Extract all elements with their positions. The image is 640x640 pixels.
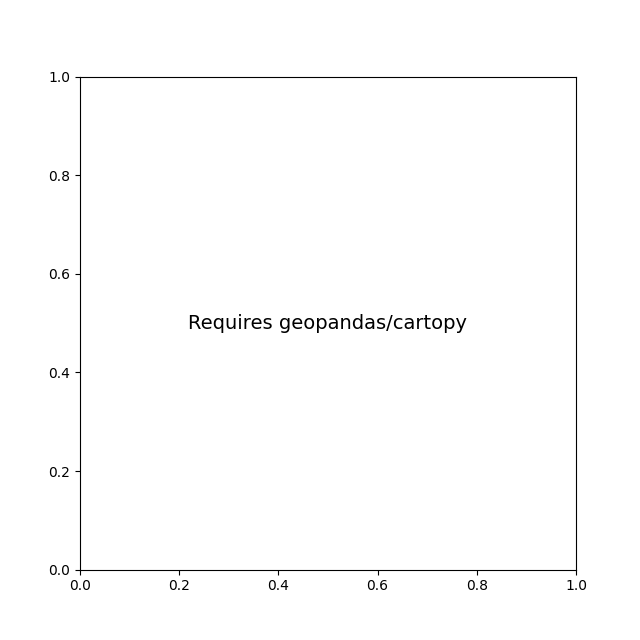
Text: Requires geopandas/cartopy: Requires geopandas/cartopy: [189, 314, 467, 333]
